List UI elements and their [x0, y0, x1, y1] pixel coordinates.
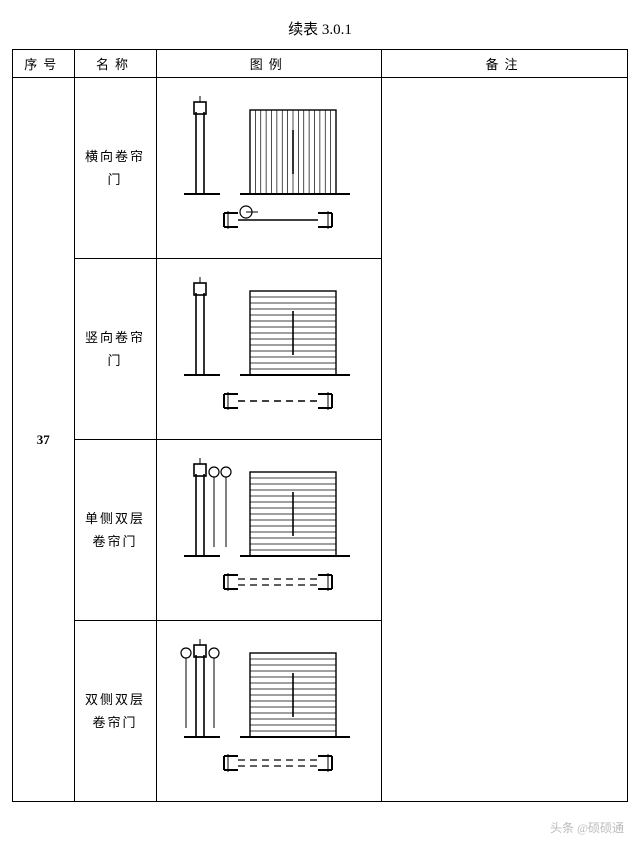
legend-cell	[156, 259, 382, 440]
name-cell: 双侧双层卷帘门	[74, 621, 156, 802]
legend-cell	[156, 78, 382, 259]
table-row: 37横向卷帘门	[13, 78, 628, 259]
legend-diagram	[164, 627, 374, 795]
remark-cell	[382, 78, 628, 802]
legend-cell	[156, 440, 382, 621]
col-seq: 序号	[13, 50, 75, 78]
name-cell: 竖向卷帘门	[74, 259, 156, 440]
col-name: 名称	[74, 50, 156, 78]
legend-diagram	[164, 84, 374, 252]
seq-cell: 37	[13, 78, 75, 802]
table-title: 续表 3.0.1	[12, 18, 628, 39]
legend-cell	[156, 621, 382, 802]
legend-diagram	[164, 265, 374, 433]
col-legend: 图例	[156, 50, 382, 78]
name-cell: 单侧双层卷帘门	[74, 440, 156, 621]
col-remark: 备注	[382, 50, 628, 78]
symbol-table: 序号 名称 图例 备注 37横向卷帘门 竖向卷帘门	[12, 49, 628, 802]
name-cell: 横向卷帘门	[74, 78, 156, 259]
table-header-row: 序号 名称 图例 备注	[13, 50, 628, 78]
legend-diagram	[164, 446, 374, 614]
watermark-text: 头条 @硕硕通	[550, 819, 624, 836]
